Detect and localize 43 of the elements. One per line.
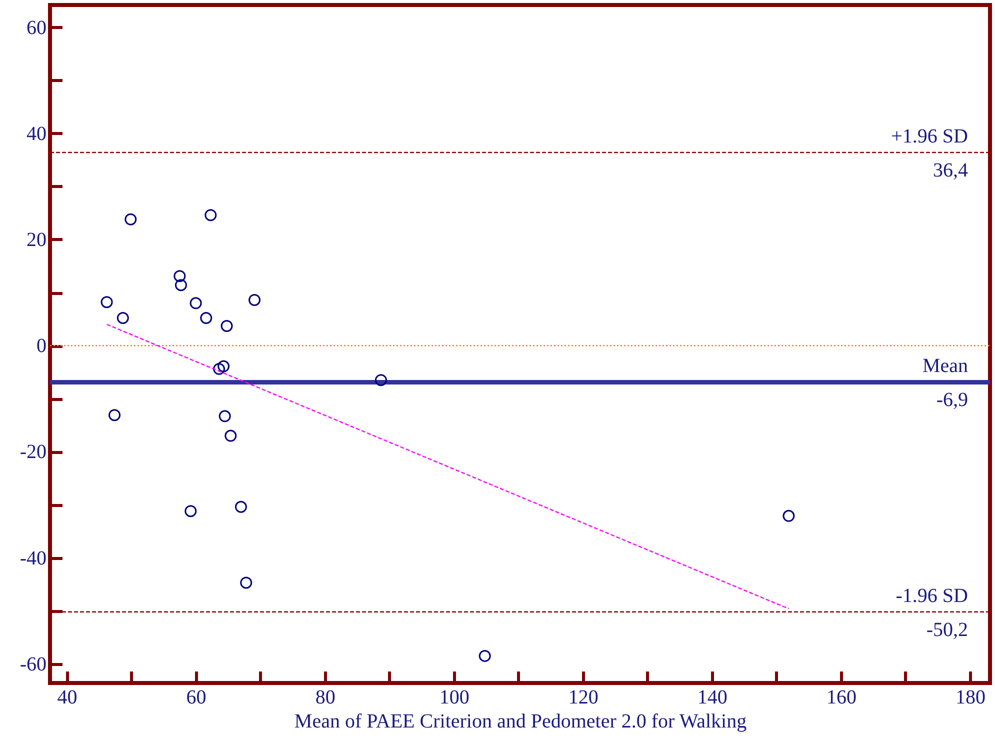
point [174,270,186,282]
point [174,279,187,292]
y-tick-label: 0 [36,335,46,358]
x-tick-label: 80 [315,686,336,708]
y-tick-label: 40 [26,122,46,145]
x-tick-label: 140 [697,686,728,708]
point [478,650,491,662]
x-tick-label: 120 [568,686,598,708]
y-tick-label: -60 [20,653,46,676]
annotation: -6,9 [936,389,968,412]
point [124,213,137,226]
annotation: 36,4 [933,159,968,182]
y-tick-label: 20 [26,228,46,251]
point [184,505,197,518]
point [100,296,113,308]
point [240,576,252,589]
ref-line-label: Mean [922,355,968,378]
y-tick-label: -20 [20,441,46,464]
point [204,209,217,222]
point [108,409,121,422]
x-tick-label: 180 [956,686,986,708]
point [220,320,233,332]
x-axis-title: Mean of PAEE Criterion and Pedometer 2.0 for Walking [294,710,747,732]
point [234,500,247,513]
annotation: -50,2 [926,618,968,641]
y-tick-label: -40 [20,547,46,570]
point [213,362,226,375]
x-tick-label: 40 [57,686,78,708]
point [116,312,129,324]
point [782,510,795,522]
point [224,430,237,442]
point [190,297,202,310]
point [200,312,212,324]
point [248,294,261,306]
x-tick-label: 60 [186,686,206,708]
ref-line-label: -1.96 SD [896,584,968,607]
x-tick-label: 100 [439,686,470,708]
point [374,374,387,386]
point [218,410,231,422]
y-tick-label: 60 [26,16,46,39]
x-tick-label: 160 [826,686,856,708]
ref-line-label: +1.96 SD [891,125,968,148]
point [218,360,230,372]
